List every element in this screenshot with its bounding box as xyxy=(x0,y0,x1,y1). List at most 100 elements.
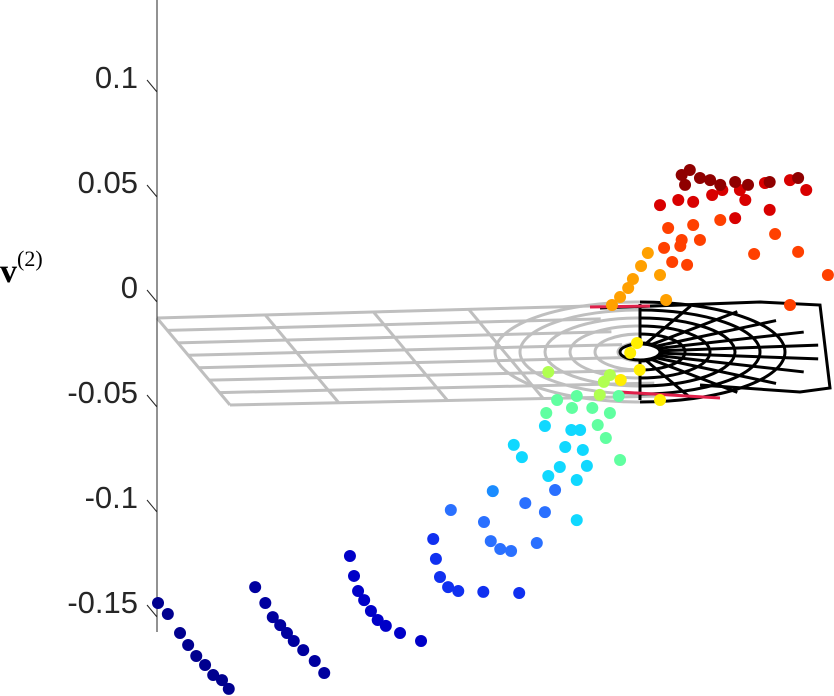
point xyxy=(566,401,579,414)
point xyxy=(565,423,578,436)
point xyxy=(624,346,637,359)
point xyxy=(763,203,776,216)
point xyxy=(580,459,593,472)
point xyxy=(538,420,551,432)
mesh-spoke xyxy=(645,359,692,400)
point xyxy=(415,635,428,648)
point xyxy=(633,363,646,376)
mesh-spoke xyxy=(661,343,819,353)
point xyxy=(714,213,727,226)
point xyxy=(540,406,553,419)
point xyxy=(515,451,528,464)
point xyxy=(763,175,776,188)
point xyxy=(348,569,361,582)
point xyxy=(507,438,520,451)
mesh-spoke xyxy=(656,356,777,385)
point xyxy=(821,269,834,282)
point xyxy=(452,585,465,598)
point xyxy=(672,194,685,207)
point xyxy=(675,233,688,246)
y-tick-label: -0.1 xyxy=(85,480,138,515)
point xyxy=(444,504,457,516)
point xyxy=(687,195,700,208)
point xyxy=(614,374,627,387)
y-tick-label: -0.15 xyxy=(67,585,138,620)
mesh-ring xyxy=(639,324,712,380)
tick-mark xyxy=(146,289,158,303)
point xyxy=(249,581,262,594)
point xyxy=(222,682,235,695)
point xyxy=(542,366,555,379)
point xyxy=(199,658,212,671)
point xyxy=(769,228,782,241)
point xyxy=(477,515,490,528)
point xyxy=(161,607,174,620)
point xyxy=(792,171,805,184)
mesh-spoke xyxy=(656,319,777,348)
point xyxy=(174,627,187,640)
point xyxy=(687,219,700,232)
y-label-superscript: (2) xyxy=(17,246,43,271)
point xyxy=(614,291,627,304)
point xyxy=(666,255,679,268)
point xyxy=(706,189,719,201)
point xyxy=(622,282,635,295)
point xyxy=(182,639,195,652)
point xyxy=(603,368,616,381)
mesh-ring xyxy=(518,308,641,396)
point xyxy=(693,171,706,184)
tick-mark xyxy=(146,79,158,93)
point xyxy=(605,299,618,312)
mesh-ring xyxy=(639,316,737,388)
tick-mark xyxy=(146,499,158,513)
point xyxy=(190,649,203,662)
y-axis-label: v(2) xyxy=(0,246,43,290)
point xyxy=(343,549,356,562)
point xyxy=(586,401,599,414)
y-label-base: v xyxy=(0,253,17,290)
mesh-line xyxy=(372,311,449,402)
point xyxy=(549,484,562,497)
point xyxy=(442,581,455,594)
point xyxy=(513,586,526,599)
mesh-ring xyxy=(543,316,641,388)
point xyxy=(654,393,667,406)
point xyxy=(729,212,742,225)
point xyxy=(800,183,813,196)
point xyxy=(714,178,727,191)
point xyxy=(570,473,583,486)
mesh-line xyxy=(155,317,232,406)
point xyxy=(654,199,667,212)
tick-mark xyxy=(146,184,158,198)
tick-mark xyxy=(146,394,158,408)
mesh-ring xyxy=(593,332,641,372)
point xyxy=(654,269,667,282)
mesh-ring xyxy=(639,308,762,396)
point xyxy=(559,441,572,453)
point xyxy=(280,627,293,640)
point xyxy=(364,605,377,618)
mesh-edge xyxy=(589,304,721,400)
point xyxy=(551,393,564,406)
point xyxy=(152,597,165,610)
tick-mark xyxy=(146,604,158,618)
point xyxy=(570,514,583,527)
point xyxy=(427,532,440,545)
point xyxy=(358,594,371,607)
mesh-spoke xyxy=(645,304,692,345)
point xyxy=(477,585,490,598)
point xyxy=(704,174,717,187)
point xyxy=(679,178,692,191)
point xyxy=(352,585,365,598)
mesh-line xyxy=(264,314,340,404)
point xyxy=(599,431,612,444)
point xyxy=(519,497,532,510)
point xyxy=(662,221,675,234)
point xyxy=(318,666,331,679)
point xyxy=(626,273,639,285)
point xyxy=(486,485,499,498)
point xyxy=(593,388,606,401)
mesh-spoke xyxy=(651,310,738,346)
y-tick-label: 0 xyxy=(121,270,138,305)
